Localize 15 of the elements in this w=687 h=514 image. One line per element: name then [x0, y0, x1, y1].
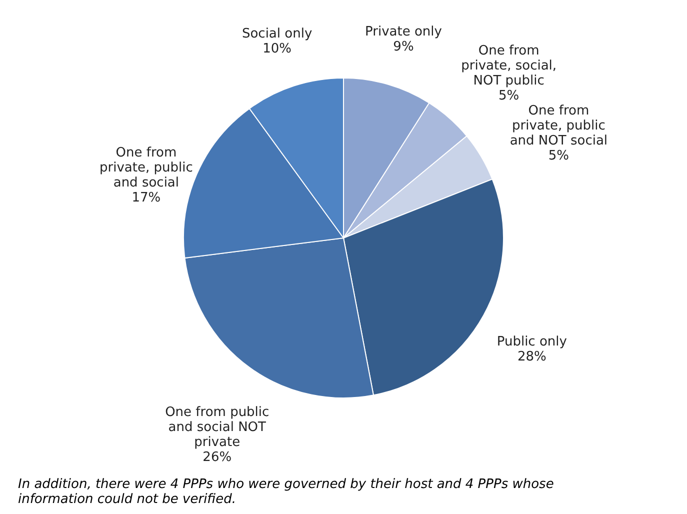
- data-label: 9%: [393, 40, 414, 55]
- data-label: 17%: [132, 190, 161, 206]
- slice-label: Social only: [242, 26, 312, 42]
- slice-label: Public only: [496, 334, 568, 350]
- slice-label: One from private, public and NOT social: [510, 104, 608, 149]
- data-label: 5%: [548, 148, 569, 164]
- slice-label: One from private, social, NOT public: [461, 43, 557, 88]
- data-label: 26%: [202, 450, 232, 465]
- data-label: 28%: [517, 350, 546, 365]
- slice-label: One from private, public and social: [100, 146, 193, 191]
- slice-label: Private only: [365, 24, 442, 40]
- text: In addition, there were 4 PPPs who were governed by their host and 4 PPPs whose information could not be verified.: [18, 477, 554, 507]
- data-label: 5%: [498, 88, 520, 104]
- data-label: 10%: [262, 42, 292, 57]
- slice-label: One from public and social NOT private: [165, 404, 270, 450]
